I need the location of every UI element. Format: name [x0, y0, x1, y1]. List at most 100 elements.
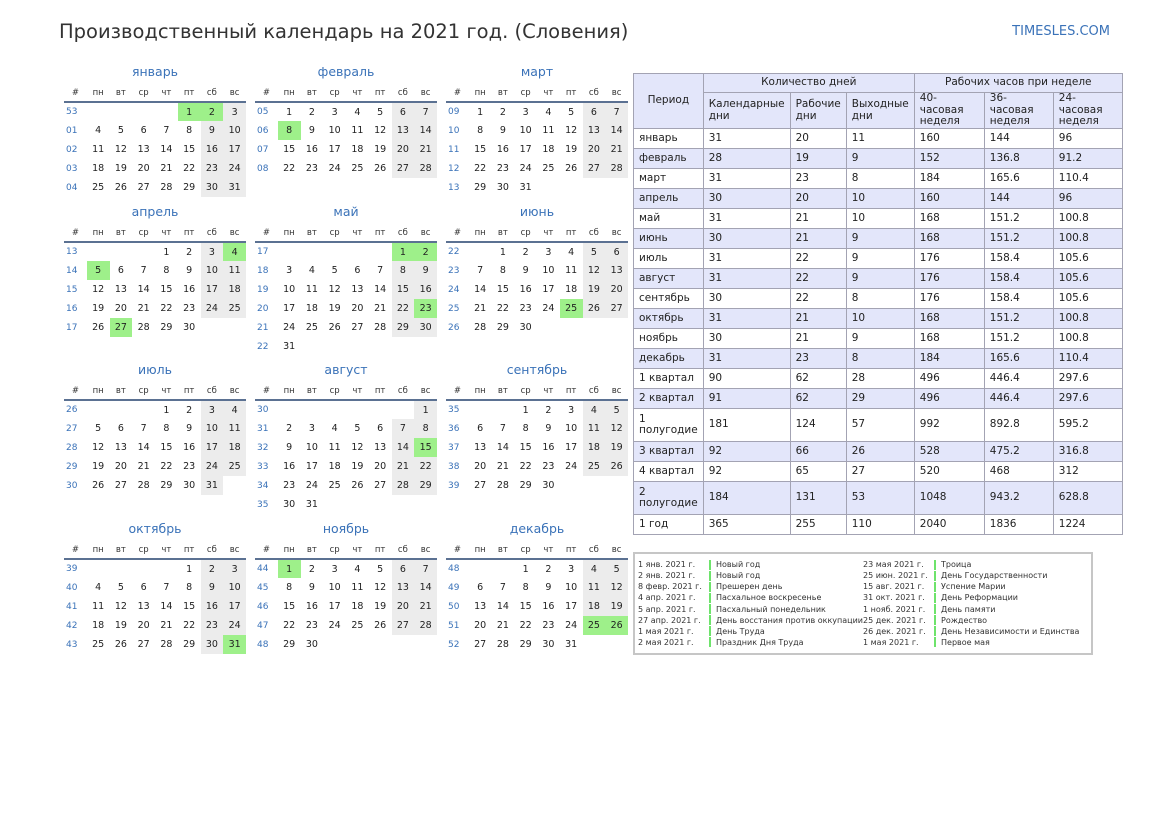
day-cell: 13 — [474, 442, 487, 453]
week-row: 14 5 6 7 8 9 10 11 — [64, 261, 246, 280]
day-cell: 13 — [114, 284, 127, 295]
day-cell: 11 — [223, 261, 246, 280]
value-cell: 22 — [789, 288, 847, 309]
week-number-header: # — [255, 541, 278, 560]
day-cell: 28 — [137, 480, 150, 491]
day-cell: 6 — [354, 265, 361, 276]
week-number-header: # — [446, 84, 469, 103]
holiday-marker — [934, 615, 936, 626]
site-link[interactable]: TIMESLES.COM — [1012, 24, 1110, 39]
weekday-header: вт — [300, 84, 324, 103]
empty-day-cell — [110, 400, 133, 419]
weekday-header: ср — [132, 541, 155, 560]
week-number: 02 — [66, 144, 78, 155]
weekday-header: ср — [323, 84, 346, 103]
day-cell: 30 — [200, 635, 224, 654]
day-cell: 24 — [223, 616, 246, 635]
day-cell: 22 — [519, 620, 532, 631]
weekday-header: пт — [559, 84, 583, 103]
value-cell: 152 — [913, 148, 985, 169]
day-cell: 11 — [223, 419, 246, 438]
holidays-column: 23 мая 2021 г. Троица 25 июн. 2021 г. День … — [863, 559, 1093, 648]
day-cell: 3 — [522, 106, 529, 118]
day-cell: 5 — [377, 106, 384, 118]
day-cell: 25 — [92, 182, 105, 193]
day-cell: 5 — [117, 582, 124, 593]
month-calendar: август # пн вт ср чт пт сб вс 30 1 31 2 3 4 5 6 7 8 32 9 10 11… — [255, 361, 437, 514]
day-cell: 4 — [568, 246, 575, 258]
value-cell: 100.8 — [1052, 228, 1123, 249]
holiday-marker — [934, 581, 936, 592]
value-cell: 20 — [789, 128, 847, 149]
holiday-name: Первое мая — [941, 637, 990, 647]
day-cell: 4 — [354, 106, 361, 118]
value-cell: 105.6 — [1052, 288, 1123, 309]
day-cell: 26 — [114, 182, 127, 193]
value-cell: 62 — [789, 368, 847, 389]
week-number: 34 — [257, 480, 269, 491]
weekday-header: ср — [132, 224, 155, 243]
holiday-entry: 31 окт. 2021 г. День Реформации — [863, 592, 1093, 603]
week-row: 29 19 20 21 22 23 24 25 — [64, 457, 246, 476]
period-cell: май — [633, 208, 704, 229]
holiday-date: 26 дек. 2021 г. — [863, 626, 926, 636]
value-cell: 1048 — [913, 481, 985, 515]
day-cell: 21 — [137, 303, 150, 314]
value-cell: 255 — [789, 514, 847, 535]
day-cell: 5 — [605, 400, 628, 419]
holiday-name: День Труда — [716, 626, 765, 636]
month-name: апрель — [131, 204, 179, 219]
week-number: 44 — [257, 564, 269, 574]
day-cell: 28 — [474, 322, 487, 333]
period-cell: август — [633, 268, 704, 289]
weekday-header: пт — [368, 224, 392, 243]
empty-day-cell — [560, 318, 583, 337]
day-cell: 28 — [414, 616, 437, 635]
day-cell: 2 — [286, 423, 293, 434]
empty-day-cell — [469, 400, 492, 419]
day-cell: 8 — [391, 261, 415, 280]
period-cell: 1 полугодие — [633, 408, 704, 442]
week-number: 13 — [448, 182, 460, 193]
value-cell: 365 — [702, 514, 791, 535]
day-cell: 9 — [545, 423, 552, 434]
day-cell: 1 — [286, 106, 293, 118]
day-cell: 15 — [496, 284, 509, 295]
day-cell: 18 — [565, 284, 578, 295]
holiday-entry: 5 апр. 2021 г. Пасхальный понедельник — [638, 604, 863, 615]
stats-row: октябрь 31 21 10 168 151.2 100.8 — [633, 308, 1123, 329]
day-cell: 10 — [200, 419, 224, 438]
day-cell: 7 — [391, 419, 415, 438]
day-cell: 16 — [414, 280, 437, 299]
weekday-header: пн — [468, 382, 492, 401]
weekday-header: пн — [86, 84, 110, 103]
col-header-days-off: Выходные дни — [845, 92, 915, 129]
weekday-header: пн — [468, 224, 492, 243]
day-cell: 25 — [305, 322, 318, 333]
week-number: 16 — [66, 303, 78, 314]
week-number: 12 — [448, 163, 460, 174]
stats-row: 4 квартал 92 65 27 520 468 312 — [633, 461, 1123, 482]
day-cell: 5 — [605, 559, 628, 578]
empty-day-cell — [87, 242, 110, 261]
holiday-date: 31 окт. 2021 г. — [863, 593, 925, 603]
day-cell: 1 — [522, 563, 529, 575]
week-row: 21 24 25 26 27 28 29 30 — [255, 318, 437, 337]
value-cell: 136.8 — [983, 148, 1054, 169]
day-cell: 18 — [582, 438, 606, 457]
day-cell: 29 — [496, 322, 509, 333]
value-cell: 168 — [913, 308, 985, 329]
week-row: 05 1 2 3 4 5 6 7 — [255, 102, 437, 121]
value-cell: 9 — [845, 228, 915, 249]
stats-row: май 31 21 10 168 151.2 100.8 — [633, 208, 1123, 229]
day-cell: 7 — [477, 265, 484, 276]
day-cell: 11 — [328, 442, 341, 453]
day-cell: 9 — [308, 125, 315, 136]
day-cell: 5 — [354, 423, 361, 434]
weekday-header: сб — [391, 224, 415, 243]
week-number: 53 — [66, 107, 78, 117]
day-cell: 22 — [414, 457, 437, 476]
day-cell: 14 — [160, 144, 173, 155]
day-cell: 7 — [499, 423, 506, 434]
day-cell: 20 — [351, 303, 364, 314]
